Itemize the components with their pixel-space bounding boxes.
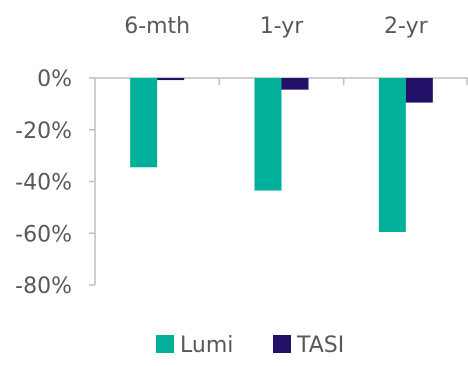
legend-swatch [156, 335, 174, 353]
category-axis: 6-mth 1-yr 2-yr [95, 14, 468, 85]
y-tick-label: 0% [37, 67, 72, 92]
bar-lumi [378, 78, 406, 232]
legend-label: Lumi [180, 333, 233, 358]
legend: Lumi TASI [156, 333, 344, 358]
bar-tasi [281, 78, 309, 90]
category-label: 6-mth [124, 14, 190, 39]
bar-tasi [405, 78, 433, 103]
bar-lumi [130, 78, 158, 168]
bar-lumi [254, 78, 282, 191]
legend-swatch [273, 335, 291, 353]
y-tick-label: -60% [15, 222, 72, 247]
legend-label: TASI [296, 333, 344, 358]
y-tick-label: -80% [15, 274, 72, 299]
category-label: 1-yr [260, 14, 305, 39]
y-tick-label: -20% [15, 119, 72, 144]
y-axis: 0% -20% -40% -60% -80% [15, 67, 96, 299]
y-tick-label: -40% [15, 171, 72, 196]
bar-tasi [157, 78, 185, 81]
category-label: 2-yr [384, 14, 429, 39]
bars [130, 78, 433, 232]
